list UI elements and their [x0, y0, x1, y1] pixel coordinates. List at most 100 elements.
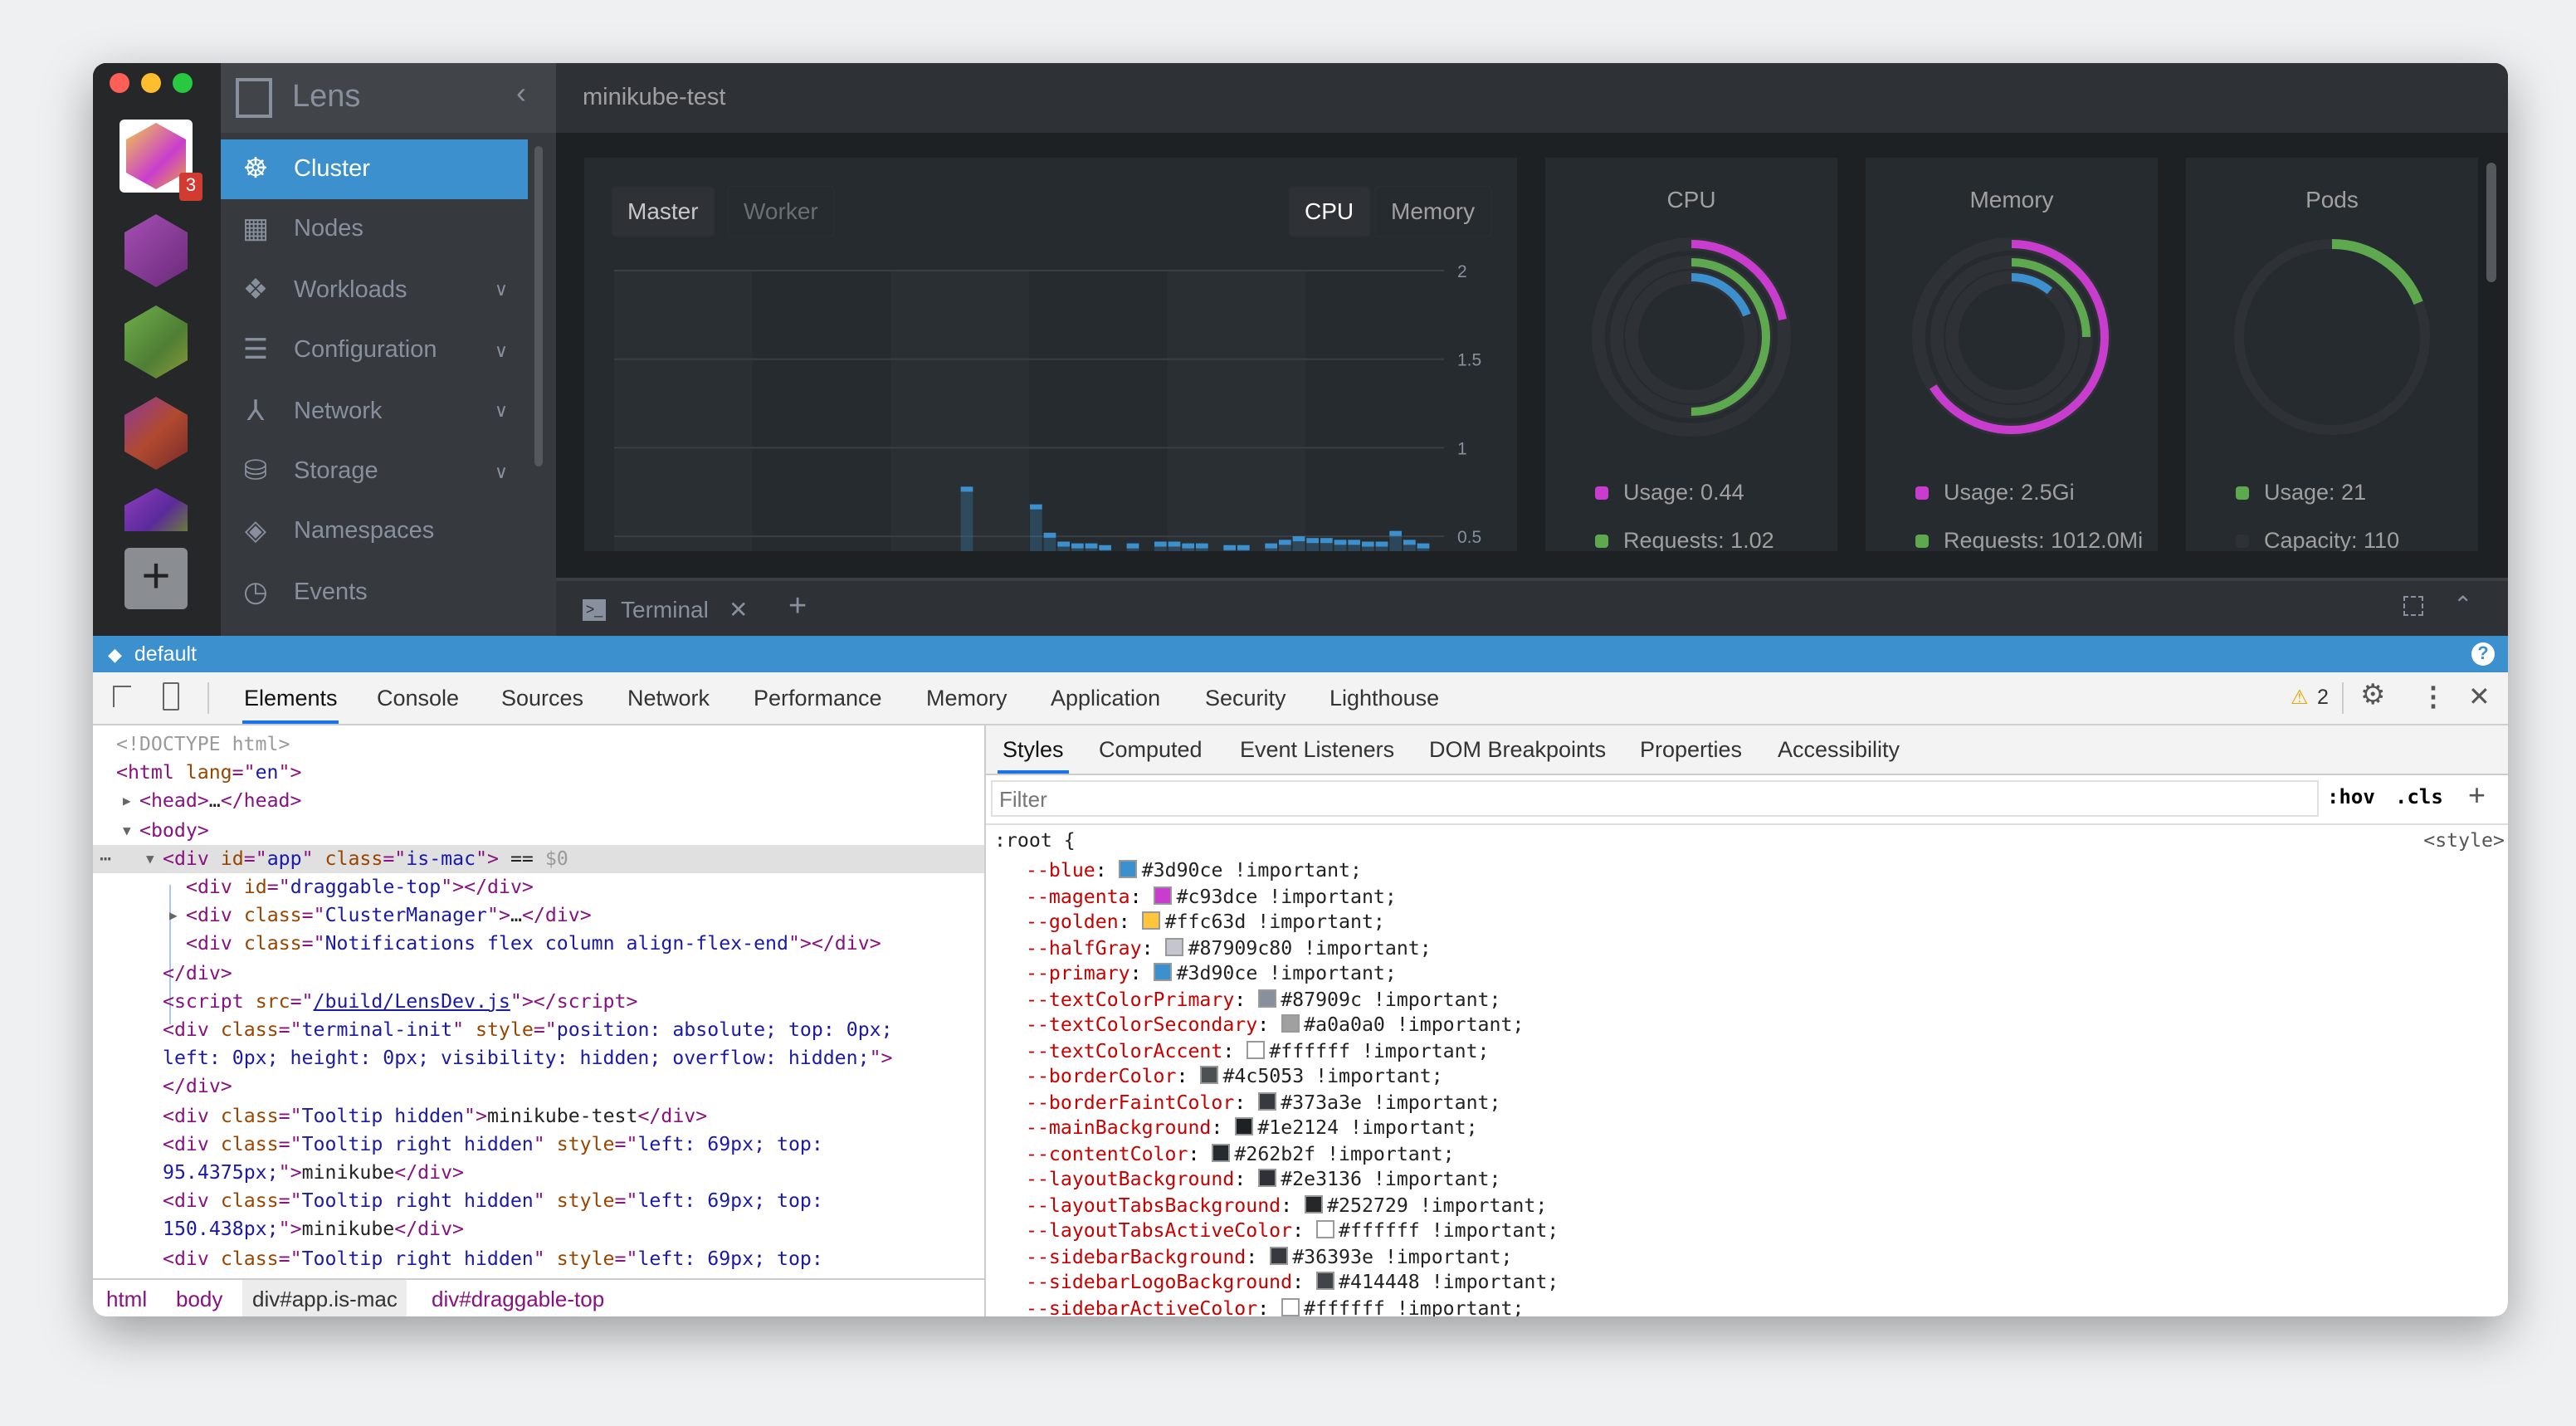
inspect-element-icon[interactable] [113, 686, 131, 707]
color-swatch[interactable] [1281, 1297, 1300, 1316]
css-property[interactable]: --layoutTabsBackground: #252729 !importa… [1026, 1193, 1547, 1218]
styles-tab-properties[interactable]: Properties [1640, 737, 1743, 762]
color-swatch[interactable] [1304, 1194, 1323, 1213]
css-property[interactable]: --textColorAccent: #ffffff !important; [1026, 1038, 1490, 1063]
css-property[interactable]: --sidebarActiveColor: #ffffff !important… [1026, 1296, 1524, 1316]
fullscreen-icon[interactable] [2403, 596, 2423, 616]
breadcrumb-item[interactable]: div#app.is-mac [242, 1280, 407, 1316]
dom-node-line[interactable]: <div class="terminal-init" style="positi… [163, 1016, 893, 1044]
dom-node-line[interactable]: left: 0px; height: 0px; visibility: hidd… [163, 1044, 893, 1072]
color-swatch[interactable] [1257, 1091, 1276, 1110]
color-swatch[interactable] [1315, 1220, 1334, 1238]
dom-node-line[interactable]: <div class="Tooltip hidden">minikube-tes… [163, 1101, 707, 1130]
terminal-tab[interactable]: Terminal [621, 596, 709, 623]
color-swatch[interactable] [1246, 1040, 1265, 1058]
close-window-button[interactable] [110, 73, 129, 93]
color-swatch[interactable] [1153, 963, 1172, 981]
devtools-tab-network[interactable]: Network [627, 686, 710, 711]
css-property[interactable]: --layoutBackground: #2e3136 !important; [1026, 1167, 1500, 1192]
chevron-up-icon[interactable]: ⌃ [2453, 591, 2473, 618]
css-property[interactable]: --borderColor: #4c5053 !important; [1026, 1064, 1443, 1089]
chevron-down-icon[interactable]: ∨ [494, 281, 508, 301]
chevron-down-icon[interactable]: ∨ [494, 462, 508, 482]
warning-icon[interactable]: ⚠ [2291, 686, 2309, 709]
sidebar-item-storage[interactable]: ⛁ Storage ∨ [221, 442, 528, 501]
dom-node-line[interactable]: 150.438px;">minikube</div> [163, 1216, 464, 1244]
tab-master[interactable]: Master [611, 186, 715, 237]
sidebar-item-workloads[interactable]: ❖ Workloads ∨ [221, 261, 528, 320]
new-style-rule-icon[interactable]: + [2468, 779, 2486, 812]
cluster-icon[interactable] [124, 305, 188, 378]
devtools-tab-lighthouse[interactable]: Lighthouse [1329, 686, 1440, 711]
new-tab-icon[interactable]: + [788, 589, 807, 624]
rule-source-link[interactable]: <style> [2423, 828, 2505, 852]
dom-node-line[interactable]: <div id="draggable-top"></div> [186, 873, 534, 901]
dom-node-line[interactable]: ▼ <div id="app" class="is-mac"> == $0 [146, 845, 568, 873]
styles-tab-styles[interactable]: Styles [998, 725, 1069, 774]
sidebar-item-cluster[interactable]: ☸ Cluster [221, 139, 528, 199]
styles-tab-accessibility[interactable]: Accessibility [1778, 737, 1900, 762]
sidebar-item-configuration[interactable]: ☰ Configuration ∨ [221, 320, 528, 380]
dom-node-line[interactable]: <!DOCTYPE html> [116, 730, 290, 759]
dom-node-line[interactable]: 95.4375px;">minikube</div> [163, 1159, 464, 1187]
color-swatch[interactable] [1118, 860, 1137, 878]
color-swatch[interactable] [1281, 1014, 1300, 1033]
color-swatch[interactable] [1315, 1272, 1334, 1290]
cluster-icon[interactable] [124, 214, 188, 287]
color-swatch[interactable] [1234, 1117, 1253, 1135]
dom-node-line[interactable]: <html lang="en"> [116, 759, 301, 787]
add-cluster-button[interactable]: + [124, 548, 188, 609]
css-property[interactable]: --blue: #3d90ce !important; [1026, 858, 1362, 883]
css-property[interactable]: --sidebarLogoBackground: #414448 !import… [1026, 1270, 1559, 1295]
css-property[interactable]: --layoutTabsActiveColor: #ffffff !import… [1026, 1218, 1559, 1243]
dom-node-line[interactable]: ▼ <body> [123, 816, 209, 844]
sidebar-item-nodes[interactable]: ▦ Nodes [221, 200, 528, 260]
color-swatch[interactable] [1199, 1066, 1218, 1084]
color-swatch[interactable] [1153, 886, 1172, 904]
chevron-down-icon[interactable]: ∨ [494, 341, 508, 362]
dom-node-line[interactable]: <script src="/build/LensDev.js"></script… [163, 988, 637, 1016]
css-property[interactable]: --textColorPrimary: #87909c !important; [1026, 987, 1500, 1012]
color-swatch[interactable] [1211, 1143, 1230, 1161]
dom-node-line[interactable]: <div class="Tooltip right hidden" style=… [163, 1244, 823, 1272]
css-property[interactable]: --sidebarBackground: #36393e !important; [1026, 1244, 1512, 1269]
close-tab-icon[interactable]: ✕ [729, 596, 749, 623]
devtools-tab-performance[interactable]: Performance [754, 686, 882, 711]
minimize-window-button[interactable] [141, 73, 161, 93]
chevron-down-icon[interactable]: ∨ [494, 402, 508, 422]
css-property[interactable]: --magenta: #c93dce !important; [1026, 884, 1397, 909]
devtools-tab-security[interactable]: Security [1205, 686, 1286, 711]
css-property[interactable]: --golden: #ffc63d !important; [1026, 910, 1385, 935]
sidebar-item-network[interactable]: ⅄ Network ∨ [221, 381, 528, 441]
tab-cpu[interactable]: CPU [1288, 186, 1371, 237]
css-property[interactable]: --mainBackground: #1e2124 !important; [1026, 1116, 1478, 1140]
more-options-icon[interactable]: ⋮ [2420, 684, 2447, 712]
devtools-tab-console[interactable]: Console [377, 686, 460, 711]
node-menu-dots[interactable]: ⋯ [100, 846, 111, 870]
warning-count[interactable]: 2 [2317, 686, 2329, 709]
dom-node-line[interactable]: </div> [163, 959, 232, 987]
hov-toggle[interactable]: :hov [2327, 785, 2375, 808]
css-property[interactable]: --contentColor: #262b2f !important; [1026, 1141, 1455, 1166]
sidebar-item-namespaces[interactable]: ◈ Namespaces [221, 502, 528, 562]
devtools-tab-memory[interactable]: Memory [926, 686, 1007, 711]
dom-node-line[interactable]: </div> [163, 1073, 232, 1101]
color-swatch[interactable] [1269, 1246, 1288, 1264]
color-swatch[interactable] [1257, 989, 1276, 1007]
devtools-tab-sources[interactable]: Sources [501, 686, 584, 711]
dom-node-line[interactable]: <div class="Notifications flex column al… [186, 930, 881, 959]
tab-worker[interactable]: Worker [727, 186, 835, 237]
color-swatch[interactable] [1164, 937, 1183, 955]
device-toolbar-icon[interactable] [163, 682, 179, 711]
styles-tab-computed[interactable]: Computed [1099, 737, 1203, 762]
color-swatch[interactable] [1257, 1169, 1276, 1187]
css-property[interactable]: --primary: #3d90ce !important; [1026, 961, 1397, 986]
styles-filter-input[interactable] [991, 780, 2319, 817]
maximize-window-button[interactable] [173, 73, 193, 93]
code-token[interactable]: /build/LensDev.js [313, 989, 510, 1013]
collapse-arrow-icon[interactable]: ▼ [123, 823, 131, 838]
dom-node-line[interactable]: <div class="Tooltip right hidden" style=… [163, 1131, 823, 1159]
dom-node-line[interactable]: ▶ <div class="ClusterManager">…</div> [169, 901, 592, 930]
css-property[interactable]: --halfGray: #87909c80 !important; [1026, 935, 1432, 960]
tab-memory[interactable]: Memory [1374, 186, 1492, 237]
